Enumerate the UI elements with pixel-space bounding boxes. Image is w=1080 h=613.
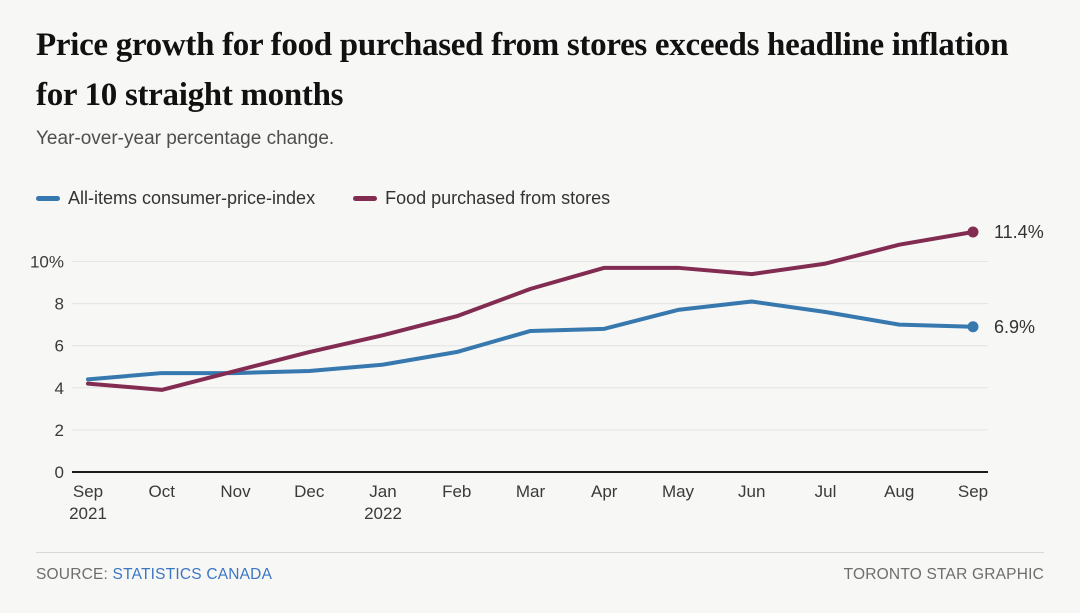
x-tick-label: Apr: [591, 482, 618, 501]
x-tick-label: May: [662, 482, 695, 501]
x-tick-label: Mar: [516, 482, 546, 501]
x-tick-label: Aug: [884, 482, 914, 501]
series-endpoint-dot: [967, 321, 979, 333]
x-tick-label: Sep: [958, 482, 988, 501]
y-tick-label: 6: [55, 337, 64, 356]
source-prefix: SOURCE:: [36, 566, 109, 583]
x-tick-label: Dec: [294, 482, 325, 501]
x-tick-label: Sep: [73, 482, 103, 501]
x-tick-label: Oct: [149, 482, 176, 501]
chart-title: Price growth for food purchased from sto…: [36, 27, 1009, 113]
y-tick-label: 8: [55, 295, 64, 314]
series-line-0: [86, 299, 975, 382]
legend-item-food: Food purchased from stores: [353, 188, 610, 209]
y-tick-label: 2: [55, 421, 64, 440]
footer: SOURCE: STATISTICS CANADA TORONTO STAR G…: [36, 566, 1044, 584]
series-line-1: [86, 230, 975, 392]
y-tick-label: 4: [55, 379, 64, 398]
legend-swatch: [36, 196, 60, 201]
legend-item-cpi: All-items consumer-price-index: [36, 188, 315, 209]
x-tick-label: Jun: [738, 482, 765, 501]
chart-subtitle: Year-over-year percentage change.: [36, 128, 335, 149]
series-endpoint-dot: [967, 226, 979, 238]
series-end-value-label: 11.4%: [994, 222, 1044, 242]
y-tick-label: 10%: [30, 253, 64, 272]
x-tick-label: Nov: [220, 482, 251, 501]
x-tick-label: Jan: [369, 482, 396, 501]
x-tick-year-label: 2022: [364, 504, 402, 523]
y-tick-label: 0: [55, 463, 64, 482]
legend: All-items consumer-price-index Food purc…: [36, 188, 610, 209]
x-tick-label: Feb: [442, 482, 471, 501]
legend-label: Food purchased from stores: [385, 188, 611, 208]
legend-label: All-items consumer-price-index: [68, 188, 316, 208]
x-tick-label: Jul: [815, 482, 837, 501]
series-end-value-label: 6.9%: [994, 317, 1035, 337]
source-line: SOURCE: STATISTICS CANADA: [36, 566, 272, 584]
x-tick-year-label: 2021: [69, 504, 107, 523]
credit-label: TORONTO STAR GRAPHIC: [843, 566, 1044, 583]
source-link[interactable]: STATISTICS CANADA: [112, 566, 273, 583]
legend-swatch: [353, 196, 378, 201]
footer-divider: [36, 552, 1044, 553]
